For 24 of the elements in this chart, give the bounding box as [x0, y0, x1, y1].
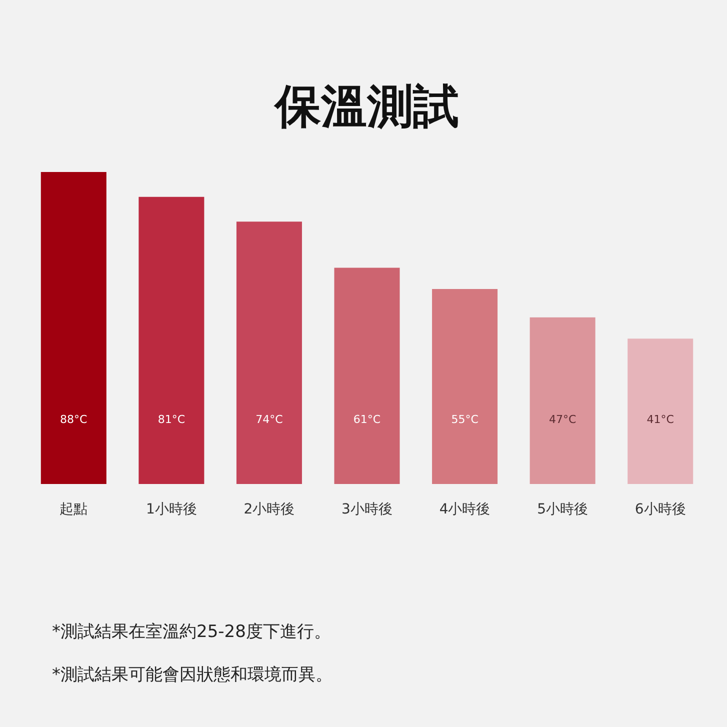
x-tick-label: 2小時後: [244, 502, 295, 518]
data-label: 61°C: [353, 413, 381, 426]
bar: [40, 172, 106, 484]
x-tick-label: 5小時後: [537, 502, 588, 518]
bar: [628, 338, 694, 484]
x-tick-label: 起點: [60, 502, 88, 518]
bar: [138, 196, 204, 484]
data-label: 55°C: [451, 413, 479, 426]
data-label: 41°C: [646, 413, 674, 426]
bar: [530, 317, 596, 484]
bar: [432, 289, 498, 484]
data-label: 88°C: [60, 413, 88, 426]
x-tick-label: 1小時後: [146, 502, 197, 518]
data-label: 81°C: [158, 413, 186, 426]
x-tick-label: 3小時後: [342, 502, 392, 518]
data-label: 74°C: [256, 413, 284, 426]
x-tick-label: 6小時後: [634, 502, 686, 518]
text: *測試結果在室溫約25-28度下進行。: [52, 621, 332, 643]
bar: [236, 222, 302, 484]
bar: [334, 268, 400, 484]
x-tick-label: 4小時後: [439, 502, 490, 518]
data-label: 47°C: [548, 413, 576, 426]
text: *測試結果可能會因狀態和環境而異。: [52, 664, 332, 686]
chart-title: 保溫測試: [273, 79, 459, 133]
